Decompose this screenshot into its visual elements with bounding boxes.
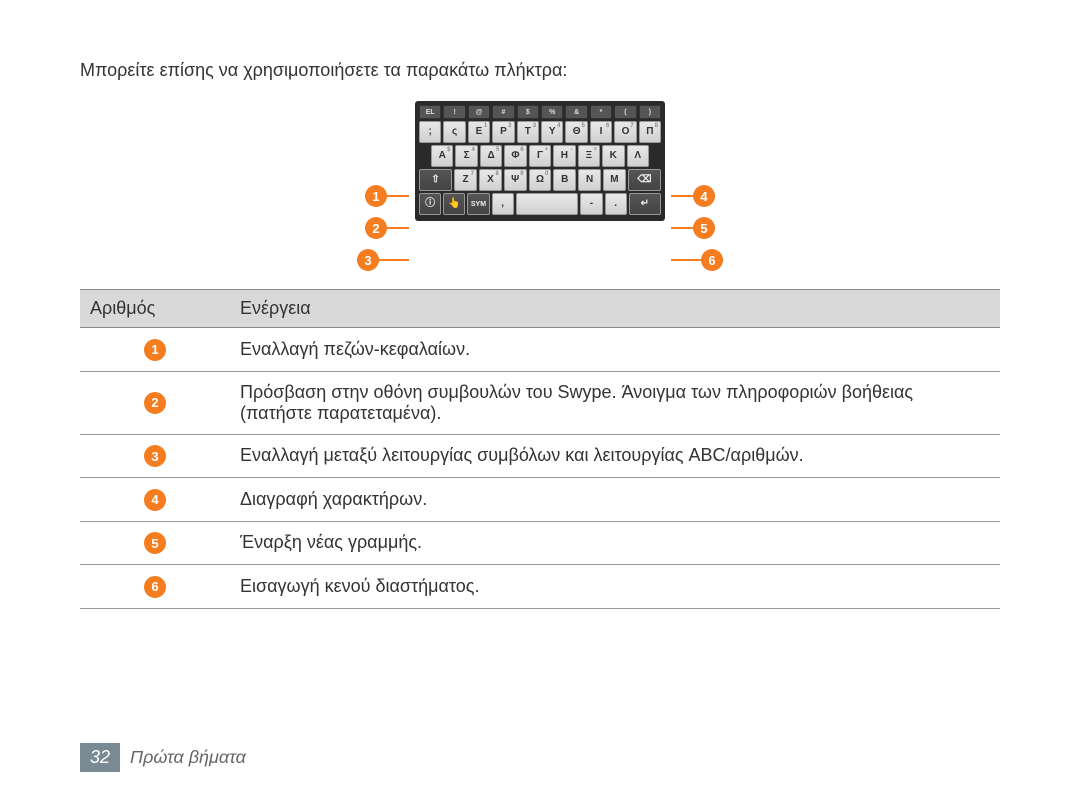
kb-key: 7Ο (614, 121, 636, 143)
kb-space-key (516, 193, 579, 215)
row-badge: 2 (144, 392, 166, 414)
table-header-action: Ενέργεια (230, 290, 1000, 328)
kb-swype-key: 👆 (443, 193, 465, 215)
kb-key: 2Ρ (492, 121, 514, 143)
kb-key: 4Σ (455, 145, 477, 167)
intro-text: Μπορείτε επίσης να χρησιμοποιήσετε τα πα… (80, 60, 1000, 81)
kb-key: 3Τ (517, 121, 539, 143)
table-row: 6 Εισαγωγή κενού διαστήματος. (80, 565, 1000, 609)
kb-key: ! (443, 105, 465, 119)
kb-key: % (541, 105, 563, 119)
kb-key: 0Ω (529, 169, 552, 191)
kb-key: 8Π (639, 121, 661, 143)
kb-key: Λ (627, 145, 649, 167)
page-footer: 32 Πρώτα βήματα (80, 743, 246, 772)
kb-key: Ν (578, 169, 601, 191)
right-callouts: 4 5 6 (671, 101, 723, 271)
kb-key: 9Ψ (504, 169, 527, 191)
kb-key: . (605, 193, 627, 215)
row-text: Διαγραφή χαρακτήρων. (230, 478, 1000, 522)
table-row: 2 Πρόσβαση στην οθόνη συμβουλών του Swyp… (80, 371, 1000, 434)
kb-sym-key: SYM (467, 193, 489, 215)
kb-key: , (492, 193, 514, 215)
kb-key: =Ξ (578, 145, 600, 167)
kb-key: 5Θ (565, 121, 587, 143)
left-callouts: 1 2 3 (357, 101, 409, 271)
kb-key: @ (468, 105, 490, 119)
kb-key: Μ (603, 169, 626, 191)
callout-3: 3 (357, 249, 379, 271)
table-row: 4 Διαγραφή χαρακτήρων. (80, 478, 1000, 522)
kb-key: # (492, 105, 514, 119)
kb-key: 6Ι (590, 121, 612, 143)
kb-key: 4Υ (541, 121, 563, 143)
callout-6: 6 (701, 249, 723, 271)
row-badge: 1 (144, 339, 166, 361)
kb-key: ( (614, 105, 636, 119)
page-number: 32 (80, 743, 120, 772)
table-row: 5 Έναρξη νέας γραμμής. (80, 521, 1000, 565)
row-badge: 3 (144, 445, 166, 467)
row-text: Εναλλαγή μεταξύ λειτουργίας συμβόλων και… (230, 434, 1000, 478)
table-header-number: Αριθμός (80, 290, 230, 328)
kb-key: $Α (431, 145, 453, 167)
kb-key: EL (419, 105, 441, 119)
table-row: 3 Εναλλαγή μεταξύ λειτουργίας συμβόλων κ… (80, 434, 1000, 478)
key-description-table: Αριθμός Ενέργεια 1 Εναλλαγή πεζών-κεφαλα… (80, 289, 1000, 609)
kb-key: -Η (553, 145, 575, 167)
callout-2: 2 (365, 217, 387, 239)
keyboard-figure: 1 2 3 EL ! @ # $ % & * ( ) ; ς 1Ε 2Ρ (80, 101, 1000, 271)
kb-key: 7Ζ (454, 169, 477, 191)
kb-key: 1Ε (468, 121, 490, 143)
kb-info-key: ⓘ (419, 193, 441, 215)
keyboard-image: EL ! @ # $ % & * ( ) ; ς 1Ε 2Ρ 3Τ 4Υ 5Θ … (415, 101, 665, 221)
kb-key: ς (443, 121, 465, 143)
row-badge: 4 (144, 489, 166, 511)
row-text: Εναλλαγή πεζών-κεφαλαίων. (230, 328, 1000, 372)
kb-key: Κ (602, 145, 624, 167)
row-badge: 6 (144, 576, 166, 598)
kb-backspace-key: ⌫ (628, 169, 661, 191)
kb-key: ; (419, 121, 441, 143)
kb-key: 8Χ (479, 169, 502, 191)
row-badge: 5 (144, 532, 166, 554)
kb-key: - (580, 193, 602, 215)
kb-key: ) (639, 105, 661, 119)
kb-key: Β (553, 169, 576, 191)
callout-1: 1 (365, 185, 387, 207)
kb-key: & (565, 105, 587, 119)
kb-key: * (590, 105, 612, 119)
row-text: Έναρξη νέας γραμμής. (230, 521, 1000, 565)
table-row: 1 Εναλλαγή πεζών-κεφαλαίων. (80, 328, 1000, 372)
callout-5: 5 (693, 217, 715, 239)
kb-key: +Γ (529, 145, 551, 167)
kb-key: 6Φ (504, 145, 526, 167)
kb-key: $ (517, 105, 539, 119)
row-text: Πρόσβαση στην οθόνη συμβουλών του Swype.… (230, 371, 1000, 434)
section-title: Πρώτα βήματα (130, 747, 246, 768)
callout-4: 4 (693, 185, 715, 207)
kb-shift-key: ⇧ (419, 169, 452, 191)
row-text: Εισαγωγή κενού διαστήματος. (230, 565, 1000, 609)
kb-key: 5Δ (480, 145, 502, 167)
kb-enter-key: ↵ (629, 193, 661, 215)
